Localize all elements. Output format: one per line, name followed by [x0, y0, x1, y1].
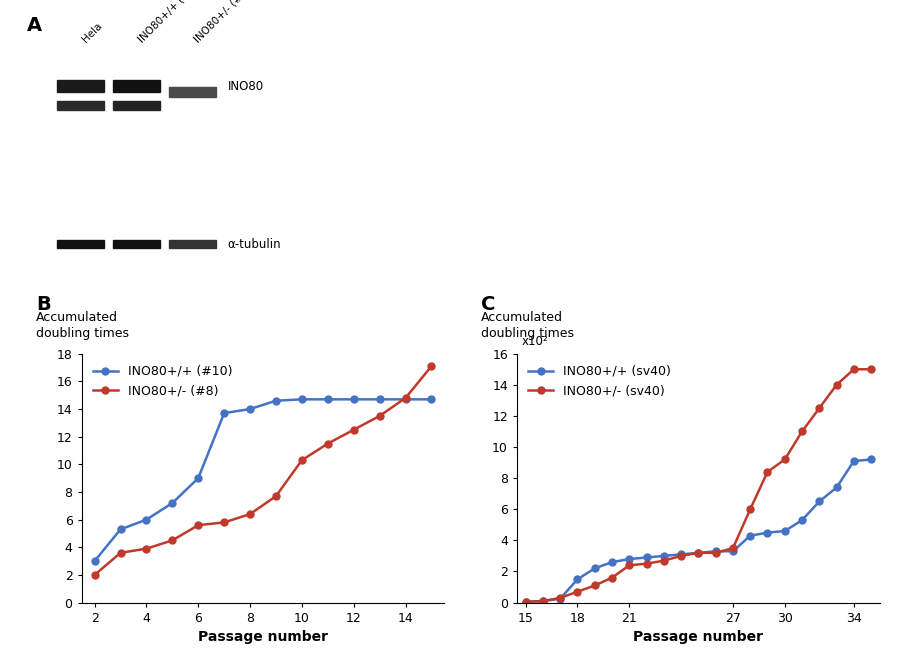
INO80+/+ (sv40): [814, 498, 824, 506]
INO80+/+ (#10): [193, 474, 204, 482]
Bar: [113, 240, 160, 248]
Text: INO80+/- (#8): INO80+/- (#8): [192, 0, 252, 45]
INO80+/+ (#10): [348, 396, 359, 403]
INO80+/- (#8): [426, 362, 437, 370]
Bar: [57, 240, 104, 248]
INO80+/+ (#10): [270, 397, 281, 405]
INO80+/+ (sv40): [555, 595, 566, 603]
Text: INO80+/+ (#10): INO80+/+ (#10): [136, 0, 204, 45]
INO80+/+ (#10): [115, 525, 126, 533]
INO80+/+ (#10): [89, 557, 100, 565]
INO80+/+ (sv40): [693, 549, 704, 557]
Bar: [113, 81, 160, 92]
INO80+/+ (sv40): [762, 529, 773, 536]
Bar: [169, 87, 216, 97]
INO80+/+ (#10): [219, 409, 229, 417]
INO80+/+ (sv40): [641, 553, 652, 561]
INO80+/+ (sv40): [727, 548, 738, 555]
Text: C: C: [481, 295, 495, 314]
INO80+/- (sv40): [779, 456, 790, 464]
Text: INO80: INO80: [228, 81, 264, 94]
INO80+/+ (sv40): [538, 597, 549, 605]
INO80+/- (sv40): [590, 582, 600, 590]
INO80+/- (#8): [89, 571, 100, 579]
Line: INO80+/+ (sv40): INO80+/+ (sv40): [522, 456, 874, 605]
INO80+/+ (sv40): [607, 558, 618, 566]
INO80+/+ (sv40): [590, 565, 600, 572]
Text: Accumulated
doubling times: Accumulated doubling times: [36, 311, 130, 340]
Bar: [113, 101, 160, 109]
INO80+/- (#8): [375, 412, 385, 420]
INO80+/- (#8): [219, 519, 229, 527]
Bar: [57, 101, 104, 109]
INO80+/- (#8): [167, 536, 178, 544]
INO80+/- (sv40): [848, 365, 859, 373]
INO80+/+ (#10): [141, 515, 151, 523]
INO80+/- (sv40): [641, 560, 652, 568]
INO80+/+ (sv40): [521, 598, 532, 606]
INO80+/+ (sv40): [779, 527, 790, 535]
Legend: INO80+/+ (sv40), INO80+/- (sv40): INO80+/+ (sv40), INO80+/- (sv40): [523, 360, 676, 402]
INO80+/- (#8): [193, 521, 204, 529]
INO80+/- (sv40): [762, 468, 773, 476]
INO80+/+ (sv40): [624, 555, 635, 563]
INO80+/- (sv40): [555, 594, 566, 602]
X-axis label: Passage number: Passage number: [198, 630, 328, 644]
Text: Accumulated
doubling times: Accumulated doubling times: [481, 311, 574, 340]
INO80+/- (sv40): [624, 561, 635, 569]
INO80+/- (#8): [141, 545, 151, 553]
INO80+/+ (#10): [167, 499, 178, 507]
Text: x10²: x10²: [522, 335, 548, 348]
X-axis label: Passage number: Passage number: [633, 630, 764, 644]
Text: B: B: [36, 295, 51, 314]
INO80+/- (#8): [322, 440, 333, 447]
INO80+/+ (#10): [297, 396, 307, 403]
INO80+/- (sv40): [865, 365, 876, 373]
INO80+/+ (sv40): [745, 532, 756, 540]
INO80+/+ (sv40): [796, 516, 807, 524]
INO80+/+ (#10): [426, 396, 437, 403]
INO80+/- (#8): [115, 549, 126, 557]
INO80+/+ (sv40): [676, 550, 687, 558]
INO80+/- (sv40): [831, 381, 842, 389]
Bar: [169, 240, 216, 248]
INO80+/+ (#10): [245, 405, 256, 413]
Line: INO80+/+ (#10): INO80+/+ (#10): [91, 396, 435, 565]
INO80+/+ (#10): [400, 396, 411, 403]
Bar: [57, 81, 104, 92]
INO80+/+ (sv40): [831, 483, 842, 491]
INO80+/- (sv40): [727, 544, 738, 552]
INO80+/- (#8): [400, 394, 411, 402]
INO80+/+ (sv40): [865, 456, 876, 464]
INO80+/- (#8): [270, 492, 281, 500]
Text: Hela: Hela: [81, 21, 104, 45]
INO80+/- (sv40): [745, 506, 756, 514]
INO80+/- (sv40): [814, 404, 824, 412]
INO80+/- (sv40): [521, 598, 532, 606]
INO80+/- (sv40): [676, 552, 687, 560]
Text: α-tubulin: α-tubulin: [228, 238, 281, 251]
INO80+/- (sv40): [693, 549, 704, 557]
Line: INO80+/- (#8): INO80+/- (#8): [91, 363, 435, 578]
INO80+/- (#8): [348, 426, 359, 434]
INO80+/+ (sv40): [658, 552, 669, 560]
INO80+/+ (sv40): [572, 575, 583, 583]
INO80+/- (#8): [245, 510, 256, 518]
Line: INO80+/- (sv40): INO80+/- (sv40): [522, 365, 874, 605]
INO80+/- (sv40): [796, 428, 807, 436]
INO80+/+ (#10): [375, 396, 385, 403]
INO80+/- (sv40): [538, 597, 549, 605]
INO80+/- (sv40): [572, 588, 583, 595]
Legend: INO80+/+ (#10), INO80+/- (#8): INO80+/+ (#10), INO80+/- (#8): [88, 360, 238, 402]
INO80+/- (#8): [297, 457, 307, 464]
INO80+/- (sv40): [710, 549, 721, 557]
INO80+/+ (sv40): [710, 548, 721, 555]
INO80+/+ (sv40): [848, 457, 859, 465]
INO80+/- (sv40): [658, 557, 669, 565]
Text: A: A: [27, 16, 43, 35]
INO80+/+ (#10): [322, 396, 333, 403]
INO80+/- (sv40): [607, 574, 618, 582]
